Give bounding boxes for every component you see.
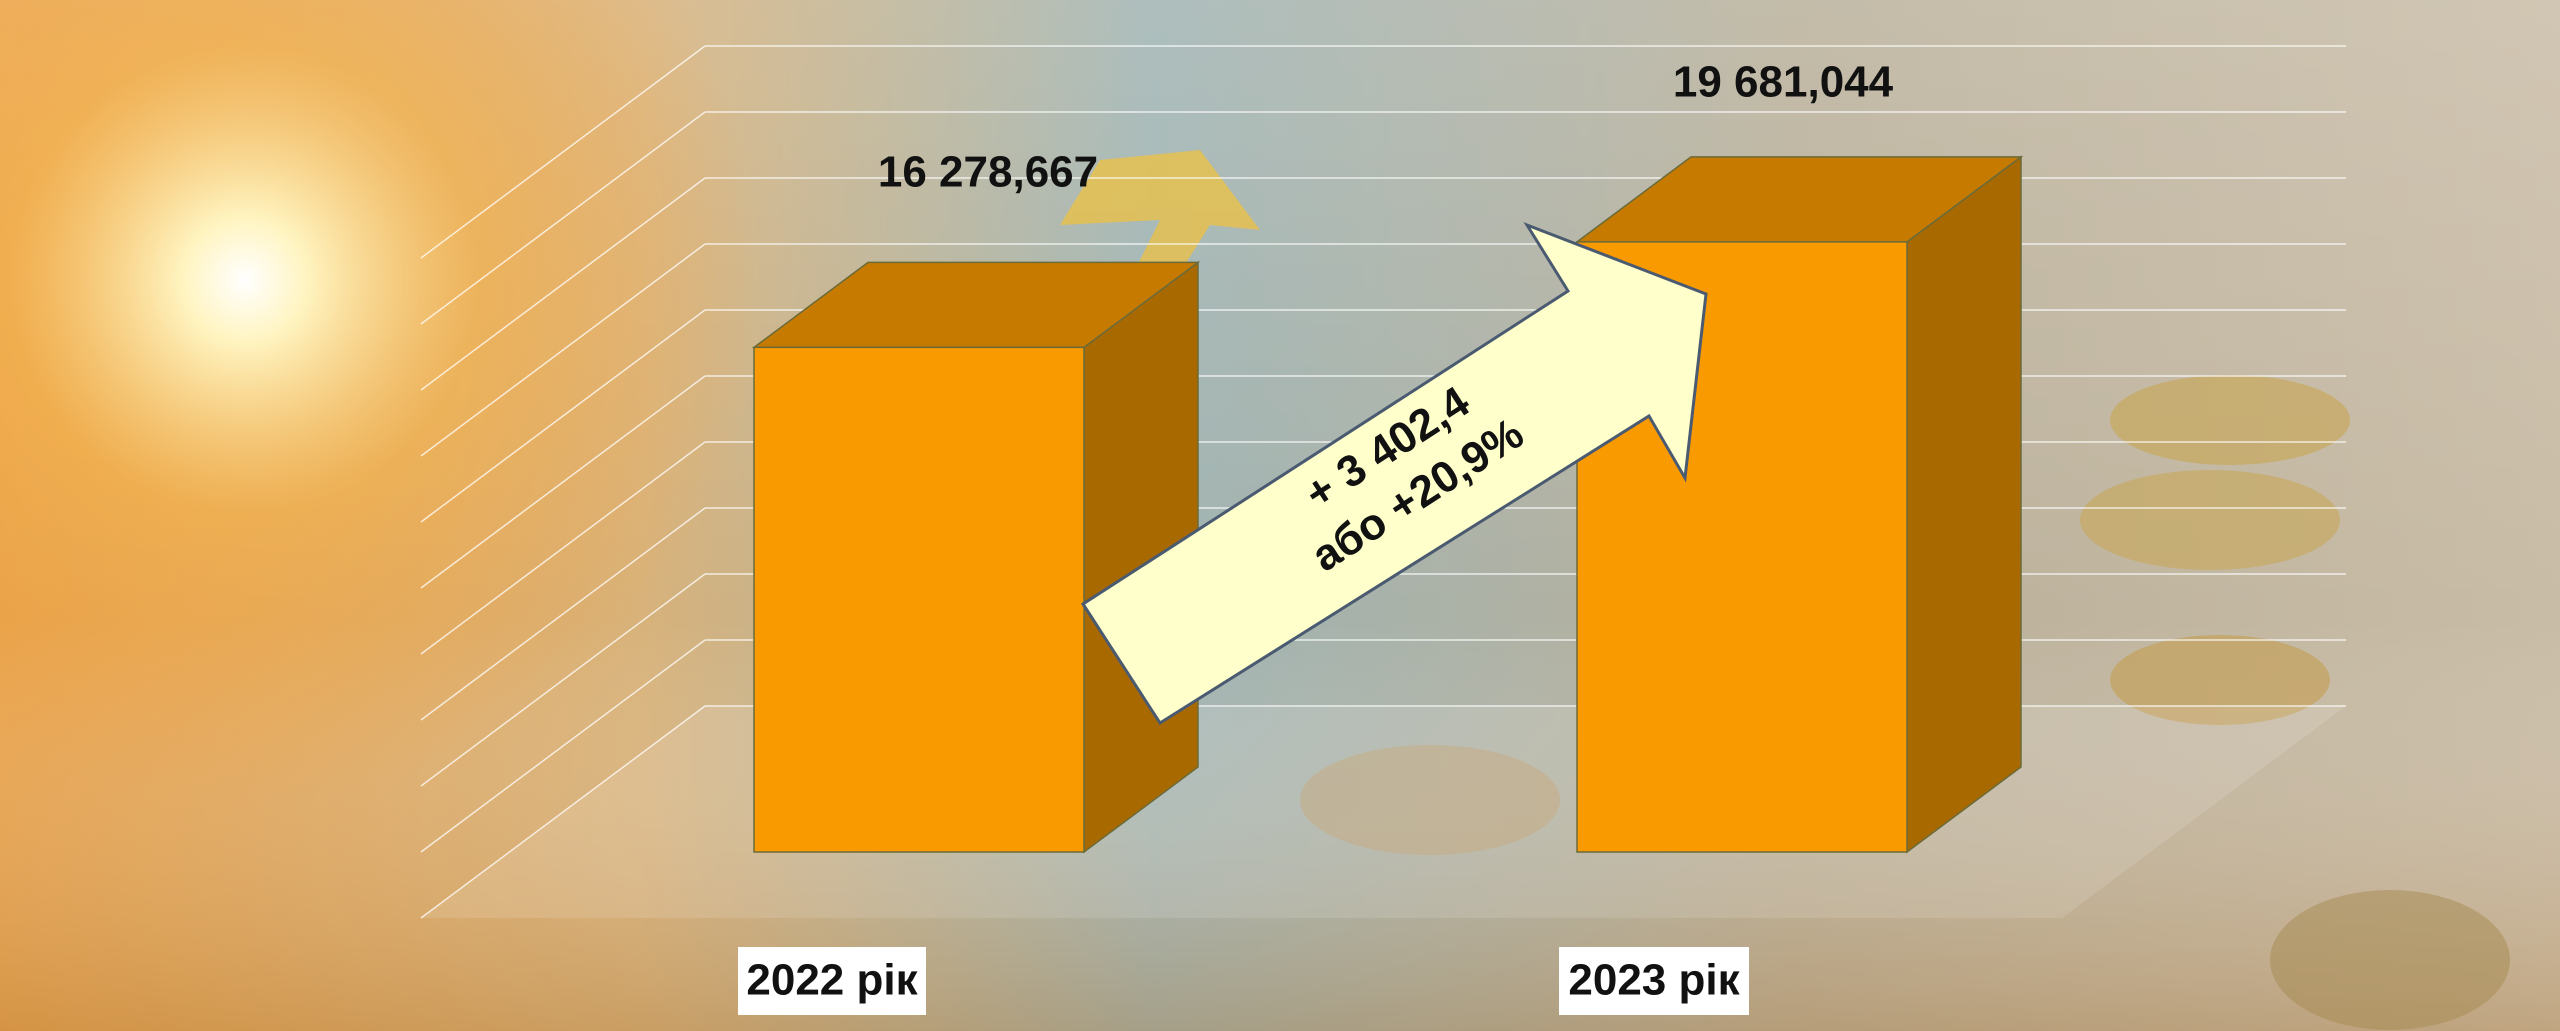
bars: 16 278,667 2022 рік 19 681,044 2023 рік [738,58,2024,1015]
bar [753,346,1085,853]
grid-line [420,243,706,457]
bar-side [1906,155,2022,854]
category-label-bg [1559,947,1749,1015]
grid-line [420,507,706,721]
growth-arrow: + 3 402,4 або +20,9% [1080,221,1708,726]
value-label: 16 278,667 [878,148,1098,197]
arrow-shape [1080,221,1708,726]
floor [421,706,2346,918]
grid-line [420,111,706,325]
grid-line [420,309,706,523]
category-label-bg [738,947,926,1015]
value-label: 19 681,044 [1673,58,1894,107]
category-label: 2022 рік [746,956,918,1005]
grid-line [420,573,706,787]
grid-line [420,441,706,655]
grid-line [420,177,706,391]
grid-line [420,705,706,919]
grid-line [420,639,706,853]
grid-line [420,45,706,259]
grid-line [420,375,706,589]
category-label: 2023 рік [1568,956,1740,1005]
